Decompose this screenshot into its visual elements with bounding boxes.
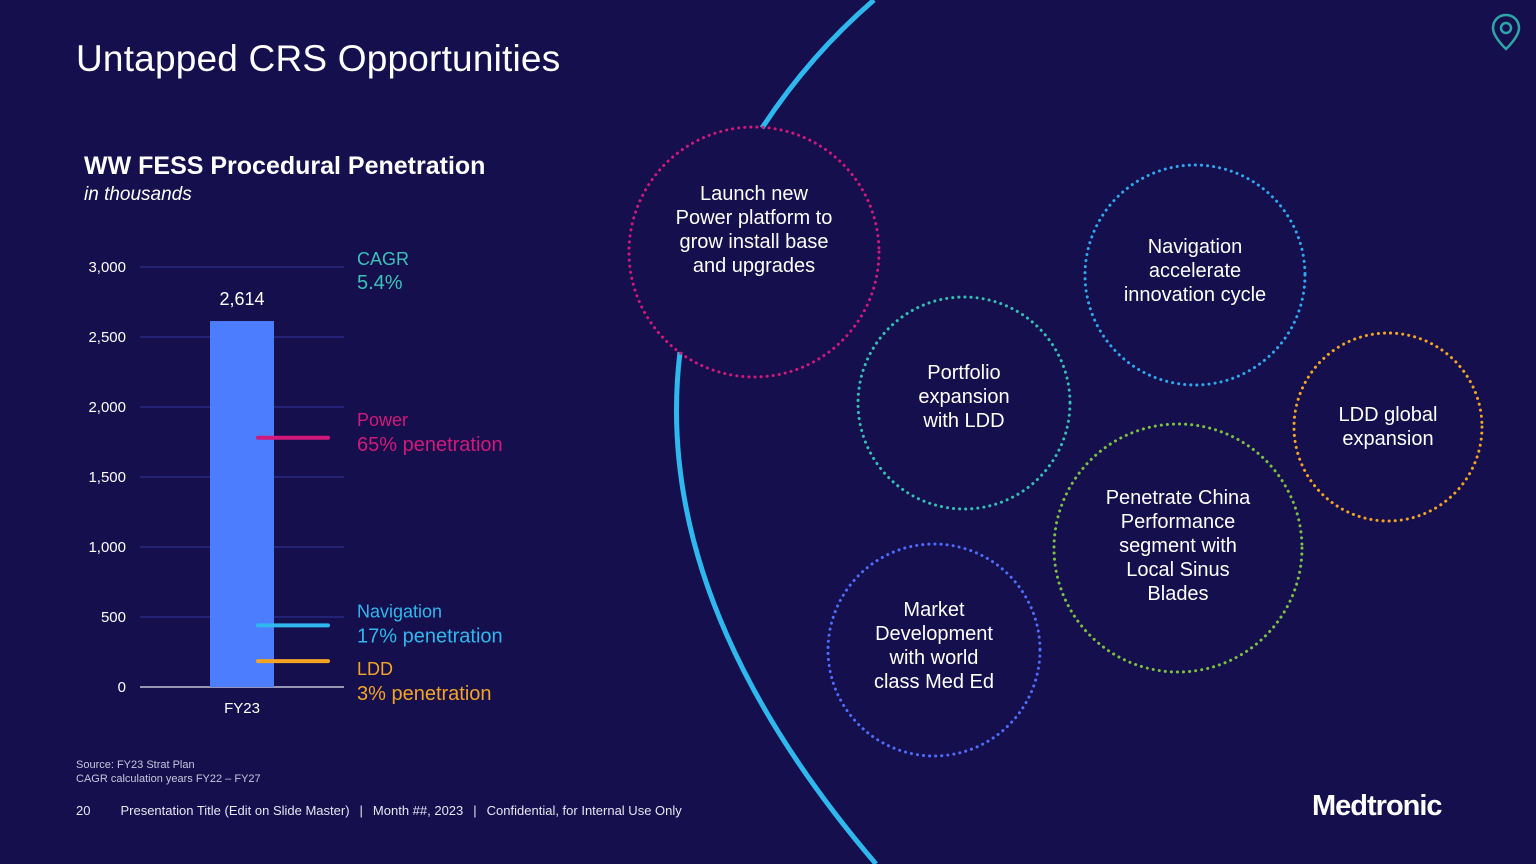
opportunity-text-line: with world	[889, 647, 979, 669]
opportunity-text-line: LDD global	[1338, 404, 1438, 426]
opportunity-text-line: Penetrate China	[1105, 487, 1251, 509]
opportunity-circle-china	[1052, 422, 1304, 674]
chart-title: WW FESS Procedural Penetration	[84, 152, 486, 180]
opportunity-label-power-platform: Launch new Power platform to grow install …	[648, 105, 861, 355]
y-tick-label: 2,500	[88, 329, 126, 346]
arc-lower	[673, 351, 878, 864]
y-tick-label: 1,000	[88, 539, 126, 556]
opportunity-text-line: Blades	[1147, 583, 1209, 605]
opportunity-text-line: and upgrades	[692, 255, 816, 277]
medtronic-logo: Medtronic	[1312, 790, 1443, 822]
opportunity-text: Penetrate China Performance segment with Lo…	[1106, 486, 1251, 606]
opportunity-text-line: expansion	[918, 386, 1010, 408]
opportunity-circle-ldd-global	[1292, 331, 1484, 523]
opportunity-text-line: innovation cycle	[1123, 284, 1267, 306]
opportunity-text-line: Portfolio	[927, 362, 1001, 384]
opportunity-circle-portfolio-ldd	[856, 295, 1072, 511]
marker-sublabel-ldd: 3% penetration	[357, 683, 492, 705]
opportunity-text-line: Launch new	[700, 183, 808, 205]
opportunity-text: Market Development with world class Med Ed	[874, 598, 994, 694]
opportunity-circle-med-ed	[826, 542, 1042, 758]
opportunity-text-line: Market	[903, 599, 965, 621]
y-tick-label: 3,000	[88, 259, 126, 276]
opportunity-text-line: Navigation	[1147, 236, 1243, 258]
opportunity-text-line: expansion	[1342, 428, 1434, 450]
opportunity-text-line: with LDD	[923, 410, 1005, 432]
location-pin-icon[interactable]	[1488, 12, 1524, 52]
opportunity-text-line: Power platform to	[675, 207, 833, 229]
footer-separator: |	[359, 803, 363, 818]
opportunity-text: LDD global expansion	[1339, 403, 1438, 451]
slide-title: Untapped CRS Opportunities	[76, 38, 561, 79]
opportunity-label-ldd-global: LDD global expansion	[1308, 333, 1468, 521]
y-tick-label: 1,500	[88, 469, 126, 486]
opportunity-text-line: segment with	[1119, 535, 1237, 557]
opportunity-text: Navigation accelerate innovation cycle	[1124, 235, 1266, 307]
opportunity-label-portfolio-ldd: Portfolio expansion with LDD	[874, 291, 1054, 503]
source-line-1: Source: FY23 Strat Plan	[76, 759, 195, 771]
opportunity-text-line: grow install base	[679, 231, 829, 253]
opportunity-label-navigation: Navigation accelerate innovation cycle	[1102, 161, 1289, 381]
marker-label-navigation: Navigation	[357, 601, 442, 621]
opportunity-text: Portfolio expansion with LDD	[918, 361, 1009, 433]
opportunity-label-med-ed: Market Development with world class Med Ed	[844, 540, 1024, 752]
x-tick-label: FY23	[224, 700, 260, 717]
marker-sublabel-navigation: 17% penetration	[357, 625, 503, 647]
source-note: Source: FY23 Strat Plan CAGR calculation…	[76, 758, 261, 786]
arc-upper	[759, 0, 876, 130]
opportunity-text-line: Development	[875, 623, 993, 645]
opportunity-text-line: accelerate	[1148, 260, 1242, 282]
opportunity-text-line: Local Sinus	[1126, 559, 1230, 581]
page-number: 20	[76, 803, 91, 818]
footer-date: Month ##, 2023	[372, 803, 464, 818]
cagr-value: 5.4%	[357, 272, 403, 294]
footer: 20 Presentation Title (Edit on Slide Mas…	[76, 803, 682, 818]
bar-value-label: 2,614	[219, 289, 264, 309]
cagr-label: CAGR	[357, 249, 409, 269]
opportunity-label-china: Penetrate China Performance segment with Lo…	[1073, 422, 1284, 670]
opportunity-text-line: class Med Ed	[873, 671, 995, 693]
marker-label-ldd: LDD	[357, 659, 393, 679]
chart-subtitle: in thousands	[84, 184, 192, 205]
opportunity-circle-power-platform	[627, 125, 881, 379]
footer-confidential: Confidential, for Internal Use Only	[486, 803, 682, 818]
y-tick-label: 2,000	[88, 399, 126, 416]
marker-sublabel-power: 65% penetration	[357, 434, 503, 456]
bar-fy23	[210, 321, 274, 687]
source-line-2: CAGR calculation years FY22 – FY27	[76, 773, 261, 785]
y-tick-label: 500	[101, 609, 126, 626]
footer-presentation-title: Presentation Title (Edit on Slide Master…	[120, 803, 350, 818]
marker-label-power: Power	[357, 410, 408, 430]
opportunity-text: Launch new Power platform to grow install …	[676, 182, 833, 278]
opportunity-text-line: Performance	[1120, 511, 1236, 533]
opportunity-circle-navigation	[1083, 163, 1307, 387]
footer-separator: |	[473, 803, 477, 818]
y-tick-label: 0	[118, 679, 126, 696]
